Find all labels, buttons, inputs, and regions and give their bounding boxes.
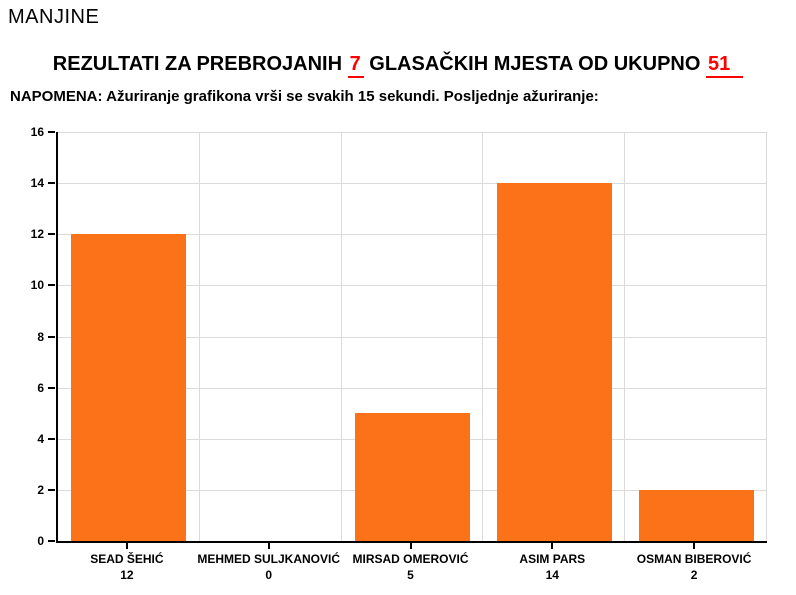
x-axis-tick xyxy=(125,543,128,549)
candidate-vote-count: 12 xyxy=(120,568,134,582)
x-axis-tick xyxy=(409,543,412,549)
y-axis-tick xyxy=(48,284,55,287)
update-note: NAPOMENA: Ažuriranje grafikona vrši se s… xyxy=(10,88,599,105)
y-axis-tick xyxy=(48,233,55,236)
y-axis-label: 14 xyxy=(30,176,44,191)
candidate-name: ASIM PARS xyxy=(519,552,586,566)
title-middle: GLASAČKIH MJESTA OD UKUPNO xyxy=(369,53,701,75)
y-axis-tick xyxy=(48,131,55,133)
y-axis-label: 6 xyxy=(37,380,44,395)
gridline-vertical xyxy=(482,132,484,541)
gridline-vertical xyxy=(624,132,626,541)
gridline-horizontal xyxy=(58,285,767,287)
category-label: SEAD ŠEHIĆ 12 xyxy=(90,552,163,582)
y-axis-label: 4 xyxy=(37,431,44,446)
gridline-vertical xyxy=(340,132,342,541)
candidate-vote-count: 0 xyxy=(265,568,273,582)
x-axis-tick xyxy=(693,543,696,549)
y-axis-tick xyxy=(48,488,55,491)
y-axis-label: 0 xyxy=(37,534,44,548)
gridline-horizontal xyxy=(58,132,767,133)
category-label: MEHMED SULJKANOVIĆ 0 xyxy=(197,552,340,582)
gridline-vertical xyxy=(198,132,200,541)
y-axis-tick xyxy=(48,437,55,440)
y-axis-label: 12 xyxy=(30,227,44,242)
y-axis-tick xyxy=(48,386,55,389)
gridline-horizontal xyxy=(58,234,767,236)
counted-stations-count: 7 xyxy=(347,53,364,78)
bar xyxy=(496,183,612,541)
total-stations-count: 51 xyxy=(705,53,744,78)
bar xyxy=(638,489,754,541)
gridline-horizontal xyxy=(58,336,767,338)
page-heading: MANJINE xyxy=(8,6,100,28)
category-label: MIRSAD OMEROVIĆ 5 xyxy=(352,552,468,582)
gridline-vertical xyxy=(766,132,767,541)
plot-area xyxy=(56,132,767,543)
y-axis-label: 8 xyxy=(37,329,44,344)
y-axis-label: 10 xyxy=(30,278,44,293)
y-axis-tick xyxy=(48,540,55,542)
y-axis-tick xyxy=(48,182,55,185)
candidate-vote-count: 5 xyxy=(407,568,414,582)
bar xyxy=(355,413,470,541)
candidate-name: SEAD ŠEHIĆ xyxy=(90,552,164,566)
candidate-vote-count: 2 xyxy=(690,568,698,582)
title-prefix: REZULTATI ZA PREBROJANIH xyxy=(52,53,343,75)
category-label: OSMAN BIBEROVIĆ 2 xyxy=(637,552,752,582)
category-label: ASIM PARS 14 xyxy=(519,552,585,582)
candidate-name: MIRSAD OMEROVIĆ xyxy=(352,552,469,566)
y-axis-label: 16 xyxy=(30,125,44,139)
y-axis-tick xyxy=(48,335,55,338)
gridline-horizontal xyxy=(58,183,767,185)
bar xyxy=(71,234,187,541)
candidate-name: MEHMED SULJKANOVIĆ xyxy=(197,552,341,566)
candidate-name: OSMAN BIBEROVIĆ xyxy=(636,552,752,566)
y-axis-label: 2 xyxy=(37,482,44,497)
gridline-horizontal xyxy=(58,387,767,389)
results-title: REZULTATI ZA PREBROJANIH 7 GLASAČKIH MJE… xyxy=(0,53,796,78)
x-axis-tick xyxy=(267,543,270,549)
candidate-vote-count: 14 xyxy=(545,568,559,582)
x-axis-tick xyxy=(551,543,554,549)
